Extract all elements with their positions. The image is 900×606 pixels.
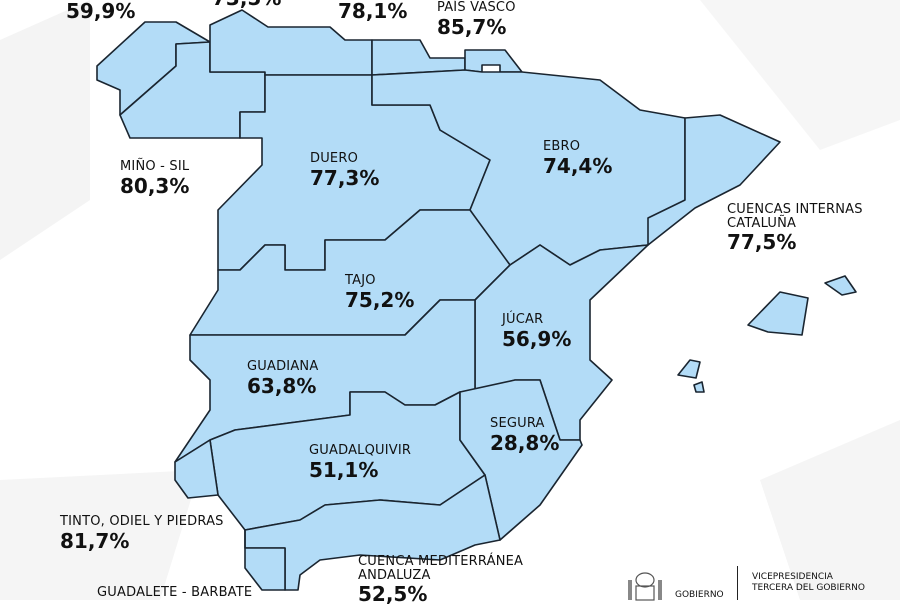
label-jucar: JÚCAR 56,9% [502, 312, 572, 351]
label-mino-sil: MIÑO - SIL 80,3% [120, 159, 190, 198]
region-pais-vasco[interactable] [464, 49, 523, 73]
island-mallorca[interactable] [747, 291, 809, 336]
label-cantabrico-oriental: 78,1% [338, 0, 408, 23]
gobierno-label: GOBIERNO [675, 590, 724, 600]
label-cantabrico-occidental: 73,5% [212, 0, 281, 9]
label-pais-vasco: PAÍS VASCO 85,7% [437, 0, 516, 39]
region-cuencas-internas-cataluna[interactable] [647, 114, 781, 246]
island-menorca[interactable] [824, 275, 857, 296]
coat-of-arms-icon [628, 572, 662, 601]
label-cuencas-internas-cataluna: CUENCAS INTERNAS CATALUÑA 77,5% [727, 202, 863, 255]
island-formentera[interactable] [693, 381, 705, 393]
region-tinto-odiel-piedras[interactable] [174, 439, 219, 499]
footer-divider [737, 566, 738, 600]
label-ebro: EBRO 74,4% [543, 139, 613, 178]
label-guadiana: GUADIANA 63,8% [247, 359, 319, 398]
vice-line-2: TERCERA DEL GOBIERNO [752, 582, 866, 593]
label-segura: SEGURA 28,8% [490, 416, 560, 455]
government-logo: GOBIERNO [625, 570, 724, 602]
label-guadalete-barbate: GUADALETE - BARBATE [97, 585, 253, 600]
region-guadalete-barbate[interactable] [244, 529, 286, 591]
label-tajo: TAJO 75,2% [345, 273, 415, 312]
region-cantabrico-oriental[interactable] [371, 39, 466, 76]
label-duero: DUERO 77,3% [310, 151, 380, 190]
vice-line-1: VICEPRESIDENCIA [752, 572, 833, 582]
region-segura[interactable] [459, 379, 583, 541]
label-mediterranea-andaluza: CUENCA MEDITERRÁNEA ANDALUZA 52,5% [358, 554, 524, 606]
label-galicia-costa: 59,9% [66, 0, 136, 23]
label-tinto-odiel-piedras: TINTO, ODIEL Y PIEDRAS 81,7% [60, 514, 224, 553]
vicepresidencia-label: VICEPRESIDENCIA TERCERA DEL GOBIERNO [752, 572, 865, 594]
label-guadalquivir: GUADALQUIVIR 51,1% [309, 443, 412, 482]
island-ibiza[interactable] [677, 359, 701, 379]
